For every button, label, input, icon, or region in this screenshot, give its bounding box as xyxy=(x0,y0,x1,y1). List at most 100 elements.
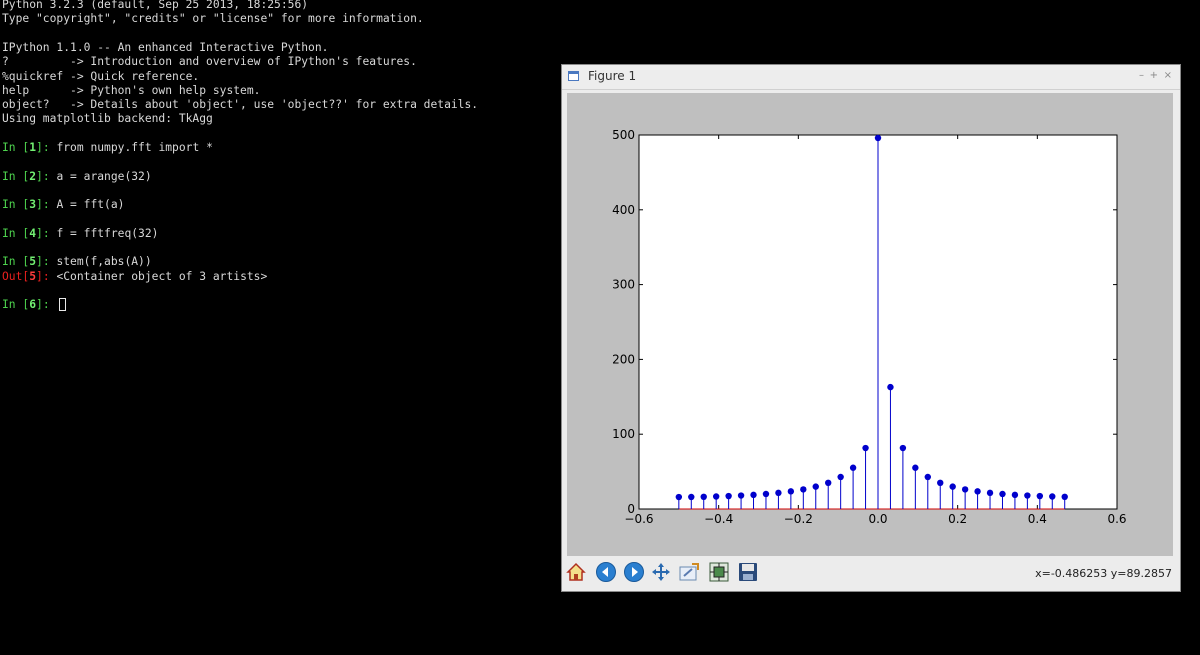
stem-marker xyxy=(750,491,757,499)
prompt-number: 6 xyxy=(29,298,37,312)
x-tick-label: −0.4 xyxy=(704,512,733,526)
in-label: In xyxy=(2,169,16,183)
x-tick-label: 0.2 xyxy=(948,512,967,526)
input-code[interactable]: A = fft(a) xyxy=(56,198,125,212)
input-prompt-line[interactable]: In [2]: a = arange(32) xyxy=(2,170,152,184)
input-prompt-line[interactable]: In [5]: stem(f,abs(A)) xyxy=(2,255,152,269)
stem-marker xyxy=(874,134,882,142)
stem-marker xyxy=(775,489,782,497)
forward-icon[interactable] xyxy=(623,561,645,583)
minimize-icon[interactable]: – xyxy=(1139,70,1144,81)
stem-marker xyxy=(800,486,807,493)
y-tick-label: 400 xyxy=(612,203,635,217)
input-code[interactable]: stem(f,abs(A)) xyxy=(56,255,152,269)
back-icon[interactable] xyxy=(595,561,617,583)
stem-marker xyxy=(1049,493,1056,500)
window-titlebar[interactable]: Figure 1 – + × xyxy=(562,65,1180,90)
home-icon[interactable] xyxy=(565,561,587,583)
in-label: In xyxy=(2,198,16,212)
stem-marker xyxy=(1024,492,1031,499)
stem-marker xyxy=(837,473,844,481)
stem-marker xyxy=(1011,491,1019,499)
stem-marker xyxy=(961,486,969,493)
output-line: Out[5]: <Container object of 3 artists> xyxy=(2,270,267,284)
figure-window[interactable]: Figure 1 – + × −0.6 −0.4 −0.2 0.0 0.2 0.4 0.6 0… xyxy=(561,64,1181,592)
prompt-number: 3 xyxy=(29,198,37,212)
stem-marker xyxy=(974,488,981,495)
prompt-number: 1 xyxy=(29,141,37,154)
window-icon xyxy=(568,71,579,81)
stem-plot: −0.6 −0.4 −0.2 0.0 0.2 0.4 0.6 0 100 200 300 400 500 xyxy=(612,128,1126,526)
x-tick-label: 0.4 xyxy=(1028,512,1047,526)
input-prompt-line[interactable]: In [3]: A = fft(a) xyxy=(2,198,124,212)
in-label: In xyxy=(2,255,16,269)
figure-canvas[interactable]: −0.6 −0.4 −0.2 0.0 0.2 0.4 0.6 0 100 200 300 400 500 xyxy=(567,93,1173,556)
stem-marker xyxy=(849,464,857,471)
prompt-number: 5 xyxy=(29,255,37,269)
stem-marker xyxy=(1036,492,1044,500)
window-title: Figure 1 xyxy=(588,69,637,83)
pan-icon[interactable] xyxy=(650,561,672,583)
stem-marker xyxy=(1061,493,1068,501)
x-tick-label: 0.6 xyxy=(1107,512,1126,526)
x-tick-label: 0.0 xyxy=(868,512,887,526)
in-prompt: In [4]: xyxy=(2,226,57,240)
prompt-number: 5 xyxy=(29,269,37,283)
stem-marker xyxy=(725,492,732,500)
cursor-coordinates: x=-0.486253 y=89.2857 xyxy=(1035,567,1172,580)
input-code[interactable]: a = arange(32) xyxy=(56,169,152,183)
stem-marker xyxy=(924,473,931,481)
text-cursor xyxy=(59,298,67,312)
stem-marker xyxy=(937,479,944,487)
in-prompt: In [1]: xyxy=(2,141,57,154)
stem-marker xyxy=(986,489,994,497)
stem-marker xyxy=(762,490,770,498)
configure-subplots-icon[interactable] xyxy=(708,561,730,583)
y-tick-label: 200 xyxy=(612,352,635,366)
stem-marker xyxy=(862,444,869,452)
ipython-terminal[interactable]: Python 3.2.3 (default, Sep 25 2013, 18:2… xyxy=(0,0,560,655)
input-prompt-line[interactable]: In [6]: xyxy=(2,298,67,312)
y-tick-label: 100 xyxy=(612,427,635,441)
in-prompt: In [2]: xyxy=(2,169,57,183)
in-prompt: In [5]: xyxy=(2,255,57,269)
in-label: In xyxy=(2,298,16,312)
input-code[interactable]: from numpy.fft import * xyxy=(56,141,213,154)
stem-marker xyxy=(912,464,919,471)
x-tick-label: −0.6 xyxy=(624,512,653,526)
stem-marker xyxy=(712,493,720,500)
y-tick-label: 0 xyxy=(627,502,635,516)
input-prompt-line[interactable]: In [4]: f = fftfreq(32) xyxy=(2,227,158,241)
banner-line: ? -> Introduction and overview of IPytho… xyxy=(2,55,417,69)
stem-marker xyxy=(675,493,683,501)
stem-marker xyxy=(999,490,1006,498)
banner-line: help -> Python's own help system. xyxy=(2,83,261,97)
stem-marker xyxy=(887,383,894,391)
save-icon[interactable] xyxy=(737,561,759,583)
in-prompt: In [6]: xyxy=(2,298,57,312)
stem-marker xyxy=(949,483,956,490)
in-label: In xyxy=(2,226,16,240)
stem-marker xyxy=(787,488,795,495)
in-label: In xyxy=(2,141,16,154)
maximize-icon[interactable]: + xyxy=(1149,70,1158,81)
out-prompt: Out[5]: xyxy=(2,269,57,283)
close-icon[interactable]: × xyxy=(1163,70,1172,81)
navigation-toolbar: x=-0.486253 y=89.2857 xyxy=(562,558,1180,591)
input-prompt-line[interactable]: In [1]: from numpy.fft import * xyxy=(2,141,213,155)
banner-line: IPython 1.1.0 -- An enhanced Interactive… xyxy=(2,40,329,54)
banner-line: object? -> Details about 'object', use '… xyxy=(2,98,479,112)
banner-line: Python 3.2.3 (default, Sep 25 2013, 18:2… xyxy=(2,0,309,11)
output-value: <Container object of 3 artists> xyxy=(56,269,268,283)
stem-marker xyxy=(688,493,695,501)
zoom-icon[interactable] xyxy=(678,561,700,583)
banner-line: Type "copyright", "credits" or "license"… xyxy=(2,12,424,26)
prompt-number: 2 xyxy=(29,169,37,183)
input-code[interactable]: f = fftfreq(32) xyxy=(56,226,159,240)
stem-marker xyxy=(737,492,745,499)
y-tick-label: 300 xyxy=(612,278,635,292)
x-tick-label: −0.2 xyxy=(784,512,813,526)
banner-line: Using matplotlib backend: TkAgg xyxy=(2,112,213,126)
y-tick-label: 500 xyxy=(612,128,635,142)
stem-marker xyxy=(812,483,819,490)
